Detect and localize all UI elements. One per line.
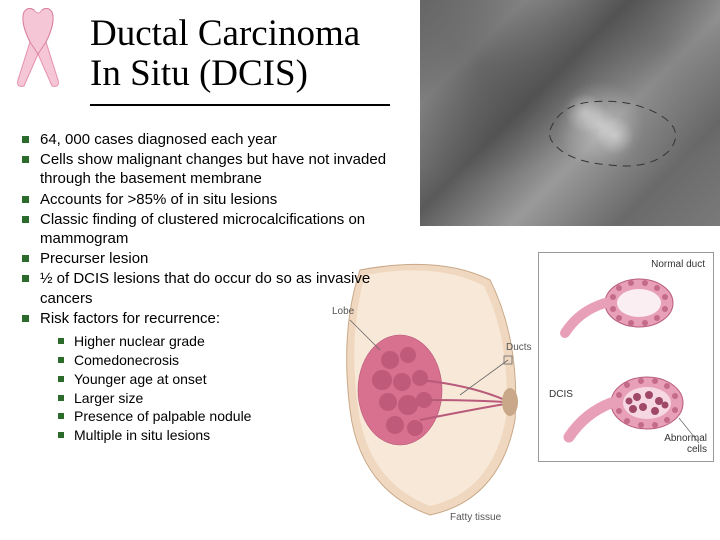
duct-label-dcis: DCIS <box>549 389 573 400</box>
duct-label-normal: Normal duct <box>651 259 705 270</box>
bullet-item: Cells show malignant changes but have no… <box>22 150 422 188</box>
main-bullet-list: 64, 000 cases diagnosed each year Cells … <box>22 130 422 328</box>
title-line-1: Ductal Carcinoma <box>90 13 360 54</box>
title-line-2: In Situ (DCIS) <box>90 53 308 94</box>
sub-bullet-item: Higher nuclear grade <box>58 332 422 351</box>
anatomy-label-fatty: Fatty tissue <box>450 512 501 523</box>
bullet-item: 64, 000 cases diagnosed each year <box>22 130 422 149</box>
slide-title: Ductal Carcinoma In Situ (DCIS) <box>90 14 410 106</box>
mammogram-image <box>420 0 720 226</box>
anatomy-label-ducts: Ducts <box>506 342 532 353</box>
duct-label-abnormal: Abnormal cells <box>657 433 707 455</box>
sub-bullet-item: Comedonecrosis <box>58 351 422 370</box>
sub-bullet-list: Higher nuclear grade Comedonecrosis Youn… <box>58 332 422 445</box>
sub-bullet-item: Multiple in situ lesions <box>58 426 422 445</box>
sub-bullet-item: Presence of palpable nodule <box>58 407 422 426</box>
bullet-item: Accounts for >85% of in situ lesions <box>22 190 422 209</box>
duct-diagram-image: Normal duct DCIS Abnormal cells <box>538 252 714 462</box>
bullet-item: Classic finding of clustered microcalcif… <box>22 210 422 248</box>
sub-bullet-item: Younger age at onset <box>58 370 422 389</box>
sub-bullet-item: Larger size <box>58 389 422 408</box>
bullet-item: ½ of DCIS lesions that do occur do so as… <box>22 269 422 307</box>
bullet-item: Precurser lesion <box>22 249 422 268</box>
bullet-item: Risk factors for recurrence: <box>22 309 422 328</box>
ribbon-icon <box>4 2 74 102</box>
content-area: 64, 000 cases diagnosed each year Cells … <box>22 130 422 445</box>
title-underline <box>90 104 390 106</box>
